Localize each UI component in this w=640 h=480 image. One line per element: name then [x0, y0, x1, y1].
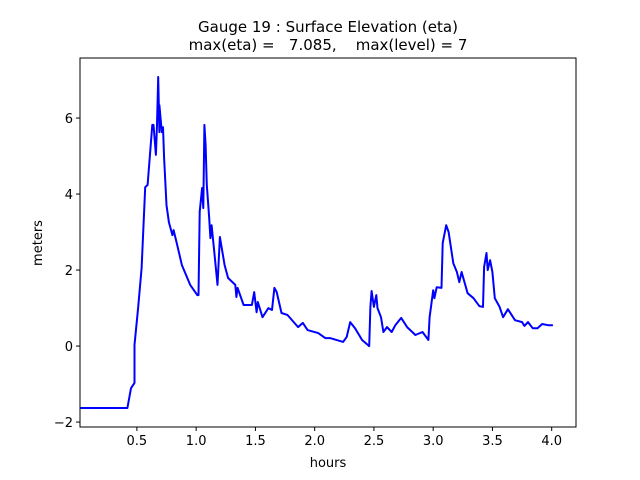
y-axis-label: meters — [31, 220, 46, 266]
y-tick-label: 0 — [65, 340, 73, 355]
y-tick-label: 6 — [65, 112, 73, 127]
x-axis-label: hours — [310, 456, 347, 471]
x-tick-label: 3.5 — [482, 434, 503, 449]
series-line-eta — [80, 76, 553, 409]
y-tick-label: 2 — [65, 264, 73, 279]
x-tick-label: 2.0 — [304, 434, 325, 449]
y-tick-label: 4 — [65, 188, 73, 203]
x-tick-label: 1.0 — [186, 434, 207, 449]
x-tick-label: 4.0 — [541, 434, 562, 449]
x-tick-label: 0.5 — [127, 434, 148, 449]
x-tick-label: 3.0 — [423, 434, 444, 449]
chart-subtitle: max(eta) = 7.085, max(level) = 7 — [189, 36, 468, 54]
x-tick-label: 2.5 — [364, 434, 385, 449]
plot-frame — [79, 57, 577, 428]
chart-title: Gauge 19 : Surface Elevation (eta) — [198, 18, 458, 36]
y-tick-label: −2 — [54, 416, 73, 431]
x-tick-label: 1.5 — [245, 434, 266, 449]
